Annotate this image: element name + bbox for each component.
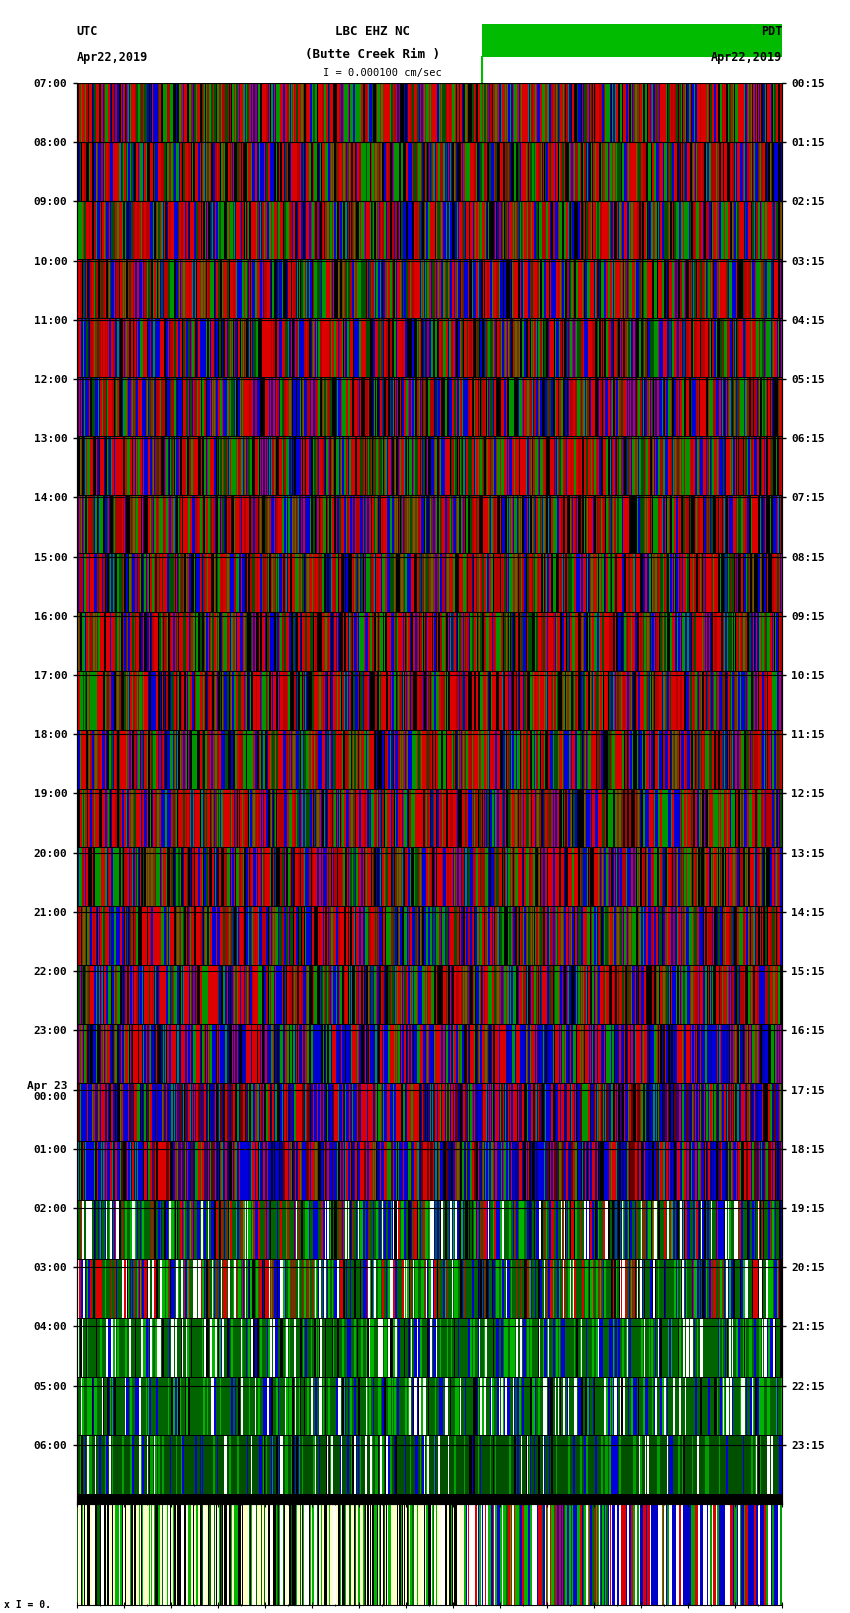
- Text: PDT: PDT: [761, 26, 782, 39]
- Text: Apr22,2019: Apr22,2019: [76, 50, 148, 63]
- Text: UTC: UTC: [76, 26, 98, 39]
- Text: Apr22,2019: Apr22,2019: [711, 50, 782, 63]
- Bar: [482, 24, 782, 56]
- Text: LBC EHZ NC: LBC EHZ NC: [335, 26, 411, 39]
- Text: (Butte Creek Rim ): (Butte Creek Rim ): [305, 48, 440, 61]
- Text: x I = 0.: x I = 0.: [4, 1600, 51, 1610]
- Text: I = 0.000100 cm/sec: I = 0.000100 cm/sec: [323, 68, 442, 79]
